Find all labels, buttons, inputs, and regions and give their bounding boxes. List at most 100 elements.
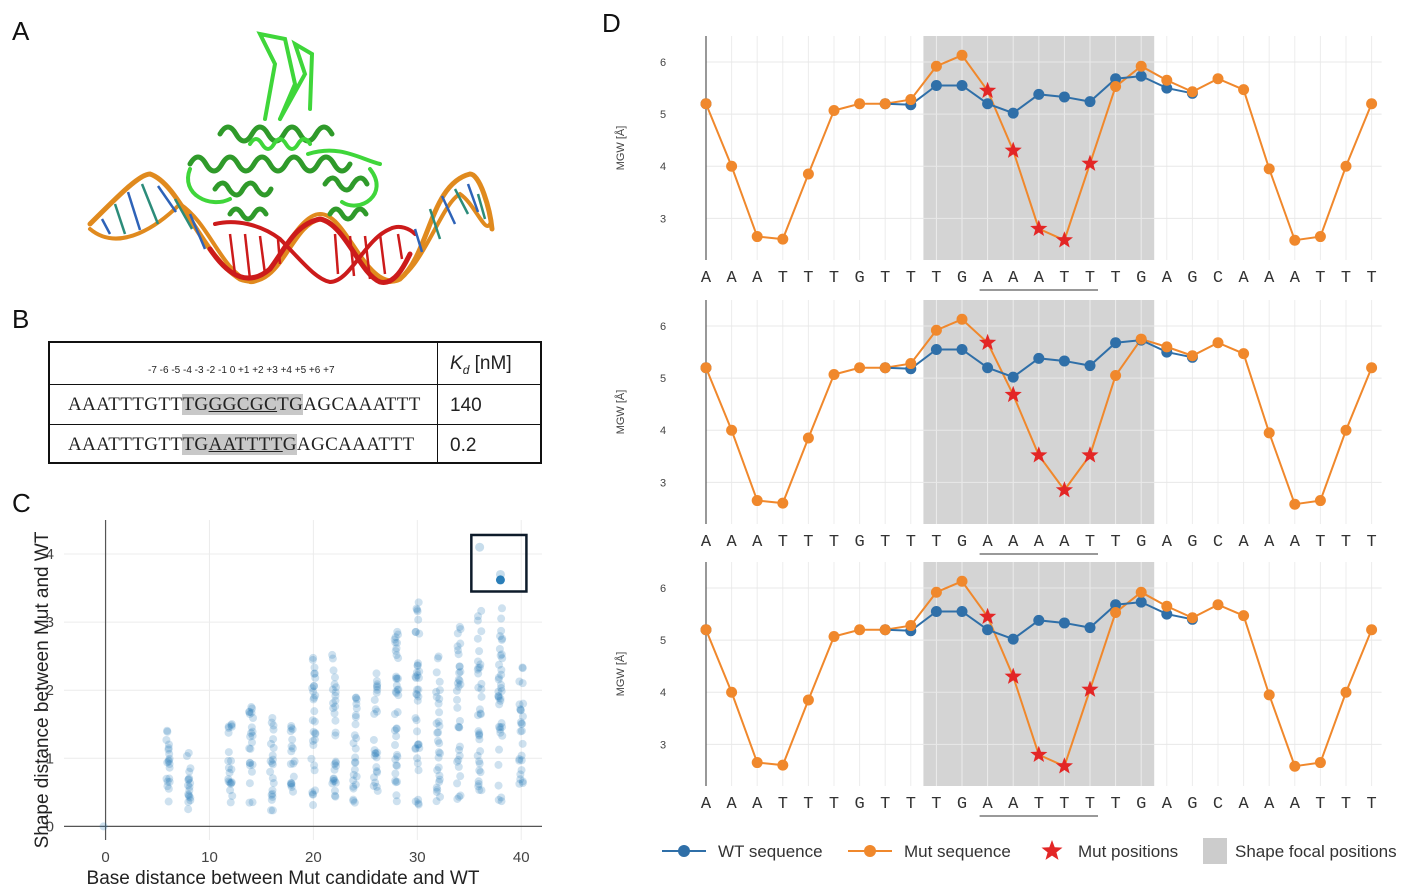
sequence-letter: G — [957, 795, 967, 814]
scatter-point — [496, 694, 505, 703]
scatter-point — [434, 728, 443, 737]
scatter-point — [412, 668, 421, 677]
scatter-point — [432, 687, 441, 696]
scatter-point — [186, 779, 195, 788]
wt-point — [1110, 599, 1122, 611]
sequence-letter: A — [982, 269, 993, 288]
scatter-point — [495, 722, 504, 731]
scatter-point — [329, 776, 338, 785]
scatter-point — [495, 645, 504, 654]
scatter-point — [475, 766, 484, 775]
scatter-point — [435, 771, 444, 780]
scatter-point — [515, 700, 524, 709]
mut-point — [1314, 495, 1326, 507]
sequence-letter: G — [1187, 533, 1197, 552]
scatter-point — [224, 722, 233, 731]
scatter-point — [267, 795, 276, 804]
scatter-point — [371, 749, 380, 758]
y-tick-label: 3 — [660, 739, 666, 751]
scatter-point — [330, 791, 339, 800]
y-tick-label: 6 — [660, 321, 666, 333]
scatter-point — [497, 614, 506, 623]
mut-point — [956, 49, 968, 61]
scatter-point — [475, 735, 484, 744]
scatter-point — [414, 740, 423, 749]
scatter-point — [186, 793, 195, 802]
scatter-point — [515, 677, 524, 686]
sequence-letter: A — [752, 533, 763, 552]
mut-point — [777, 233, 789, 245]
scatter-point — [308, 716, 317, 725]
scatter-point — [373, 786, 382, 795]
scatter-point — [373, 748, 382, 757]
sequence-letter: T — [1110, 533, 1120, 552]
sequence-letter: A — [1008, 269, 1019, 288]
scatter-point — [414, 766, 423, 775]
scatter-point — [411, 797, 420, 806]
seq-prefix: AAATTTGTT — [68, 394, 183, 415]
scatter-point — [496, 651, 505, 660]
mut-point — [828, 630, 840, 642]
scatter-point — [185, 792, 194, 801]
scatter-point — [391, 769, 400, 778]
mut-point — [700, 362, 712, 374]
scatter-point — [351, 720, 360, 729]
scatter-point — [331, 702, 340, 711]
x-tick-label: 10 — [201, 849, 218, 866]
scatter-point — [518, 739, 527, 748]
scatter-point — [268, 759, 277, 768]
scatter-point — [413, 727, 422, 736]
scatter-point — [185, 774, 194, 783]
sequence-letter: T — [1315, 795, 1325, 814]
scatter-point — [497, 680, 506, 689]
scatter-point — [435, 721, 444, 730]
wt-point — [1135, 70, 1147, 82]
scatter-point — [331, 731, 340, 740]
scatter-point — [391, 633, 400, 642]
scatter-point — [515, 756, 524, 765]
scatter-point — [246, 759, 255, 768]
sequence-letter: T — [1366, 533, 1376, 552]
scatter-point — [434, 717, 443, 726]
y-tick-label: 1 — [46, 750, 54, 767]
scatter-point — [476, 747, 485, 756]
scatter-point — [351, 780, 360, 789]
sequence-letter: A — [1238, 533, 1249, 552]
scatter-point — [267, 806, 276, 815]
scatter-point — [433, 736, 442, 745]
scatter-point — [413, 607, 422, 616]
scatter-point — [475, 730, 484, 739]
wt-point — [956, 343, 968, 355]
scatter-point — [515, 779, 524, 788]
scatter-point — [352, 704, 361, 713]
scatter-point — [286, 727, 295, 736]
scatter-point — [249, 713, 258, 722]
mut-position-star — [979, 607, 997, 624]
mut-point — [1289, 234, 1301, 246]
mut-position-star — [1081, 680, 1099, 697]
scatter-point — [475, 729, 484, 738]
scatter-point — [411, 627, 420, 636]
scatter-point — [392, 724, 401, 733]
scatter-point — [224, 756, 233, 765]
scatter-point — [390, 726, 399, 735]
wt-point — [1135, 596, 1147, 608]
scatter-point — [517, 756, 526, 765]
protein-dna-structure-illustration — [87, 31, 495, 285]
y-tick-label: 5 — [660, 373, 666, 385]
scatter-point — [414, 795, 423, 804]
scatter-point — [165, 754, 174, 763]
scatter-point — [474, 663, 483, 672]
sequence-letter: G — [1136, 533, 1146, 552]
scatter-point — [224, 728, 233, 737]
sequence-letter: A — [1264, 795, 1275, 814]
sequence-letter: T — [1085, 269, 1095, 288]
wt-point — [1007, 633, 1019, 645]
scatter-point — [475, 757, 484, 766]
mut-point — [1289, 498, 1301, 510]
scatter-point — [413, 605, 422, 614]
scatter-point — [164, 740, 173, 749]
mut-point — [1366, 98, 1378, 110]
mut-point — [1186, 350, 1198, 362]
scatter-point — [497, 719, 506, 728]
